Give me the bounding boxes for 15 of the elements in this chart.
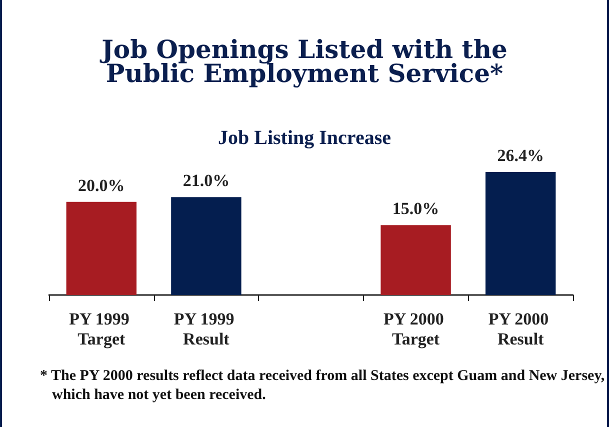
- x-tick-label: PY 2000 Target: [384, 310, 448, 348]
- chart-subtitle: Job Listing Increase: [218, 127, 391, 149]
- chart-title: Job Openings Listed with the Public Employment Service*: [98, 35, 508, 88]
- data-label: 26.4%: [497, 146, 544, 165]
- data-label: 15.0%: [392, 199, 440, 218]
- bar: [485, 172, 556, 295]
- bar: [171, 197, 242, 295]
- data-label: 20.0%: [78, 176, 125, 195]
- x-tick-label: PY 2000 Result: [488, 310, 553, 348]
- x-tick-label: PY 1999 Result: [174, 310, 238, 348]
- x-tick-label: PY 1999 Target: [69, 310, 134, 348]
- data-label: 21.0%: [182, 171, 230, 190]
- bar: [66, 202, 137, 295]
- bar: [380, 225, 451, 295]
- text: * The PY 2000 results reflect data received from all States except Guam and New Jersey, which have not yet been received.: [40, 367, 606, 405]
